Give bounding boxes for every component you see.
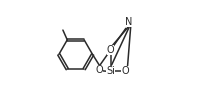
Text: O: O bbox=[95, 65, 103, 75]
Text: N: N bbox=[125, 17, 132, 27]
Text: Si: Si bbox=[106, 66, 115, 76]
Text: O: O bbox=[106, 45, 114, 55]
Text: O: O bbox=[121, 66, 129, 76]
